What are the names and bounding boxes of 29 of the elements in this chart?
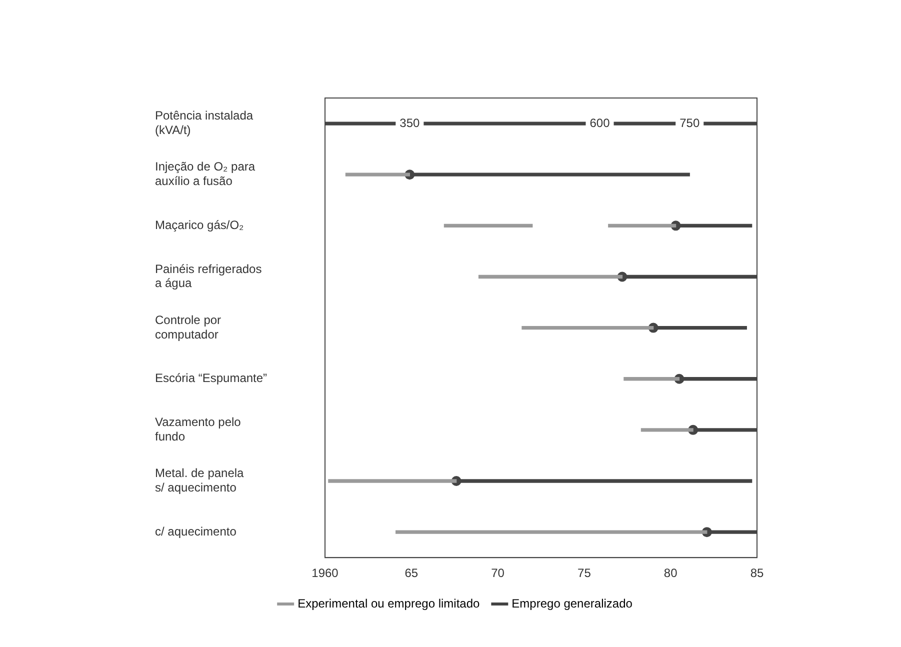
legend-label: Emprego generalizado (512, 596, 633, 610)
bar (608, 224, 676, 228)
bar (396, 530, 708, 534)
bar (478, 274, 623, 279)
bar (624, 377, 680, 381)
x-tick-label: 80 (664, 566, 678, 580)
y-tick-label: Vazamento pelo fundo (155, 415, 242, 444)
x-tick-label: 70 (491, 566, 505, 580)
bar (640, 428, 694, 432)
x-tick-label: 75 (578, 566, 592, 580)
bar (444, 224, 533, 228)
y-tick-label: Potência instalada (kVA/t) (155, 108, 254, 138)
annotation: 750 (680, 116, 700, 130)
y-tick-label: Escória “Espumante” (155, 371, 268, 386)
y-tick-label: c/ aquecimento (155, 524, 237, 538)
y-tick-label: Metal. de panela s/ aquecimento (155, 466, 244, 495)
annotation: 600 (590, 116, 610, 130)
x-tick-label: 85 (750, 566, 764, 580)
x-tick-label: 1960 (312, 566, 339, 580)
bar (345, 172, 410, 176)
bar (328, 479, 457, 483)
y-tick-label: Injeção de O₂ para auxílio a fusão (155, 160, 256, 188)
legend-label: Experimental ou emprego limitado (298, 596, 480, 610)
x-tick-label: 65 (404, 566, 418, 580)
y-tick-label: Maçarico gás/O₂ (155, 218, 244, 232)
y-tick-label: Controle por computador (155, 312, 222, 342)
annotation: 350 (400, 116, 420, 130)
bar (522, 326, 654, 330)
y-tick-label: Painéis refrigerados a água (155, 262, 262, 290)
